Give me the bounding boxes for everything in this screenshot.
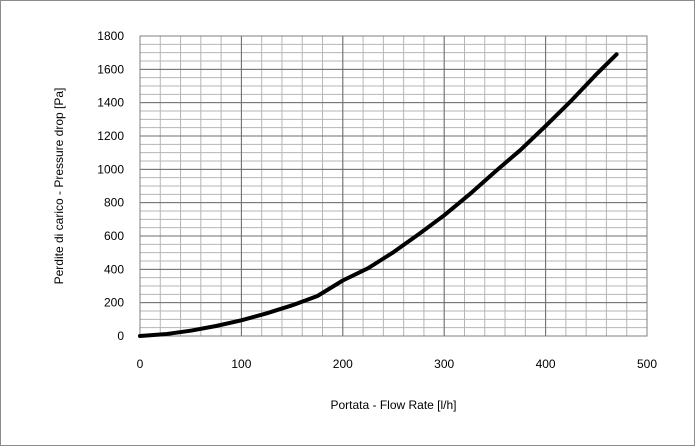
x-tick-label: 300 [434,357,454,371]
y-axis-title: Perdite di carico - Pressure drop [Pa] [52,88,66,285]
minor-grid [139,35,648,337]
y-tick-labels: 0 200 400 600 800 1000 1200 1400 1600 1800 [97,29,124,343]
series-layer [138,52,619,338]
y-tick-label: 1400 [97,96,124,110]
series-line [138,52,619,338]
x-tick-label: 0 [137,357,144,371]
y-tick-label: 400 [104,262,124,276]
x-tick-label: 200 [333,357,353,371]
y-tick-label: 0 [117,329,124,343]
y-tick-label: 1000 [97,162,124,176]
y-tick-label: 1800 [97,29,124,43]
x-tick-label: 100 [231,357,251,371]
y-tick-label: 600 [104,229,124,243]
y-tick-label: 1600 [97,62,124,76]
y-tick-label: 1200 [97,129,124,143]
y-tick-label: 200 [104,296,124,310]
x-tick-label: 400 [536,357,556,371]
x-axis-title: Portata - Flow Rate [l/h] [330,398,456,412]
plot-area-border [139,35,648,337]
y-tick-label: 800 [104,196,124,210]
x-tick-label: 500 [637,357,657,371]
x-tick-labels: 0 100 200 300 400 500 [137,357,658,371]
